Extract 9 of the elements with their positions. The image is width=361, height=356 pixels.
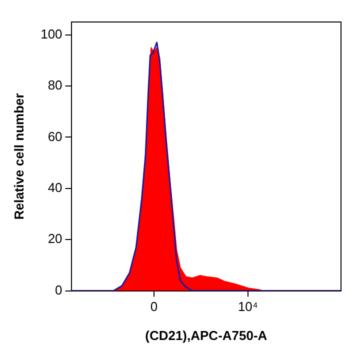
y-tick-label: 40 xyxy=(48,180,62,195)
x-tick-label: 10⁴ xyxy=(238,299,258,314)
y-tick-label: 80 xyxy=(48,78,62,93)
y-tick-label: 20 xyxy=(48,231,62,246)
x-axis-title: (CD21),APC-A750-A xyxy=(145,328,268,343)
y-tick-label: 60 xyxy=(48,128,62,144)
y-axis-title: Relative cell number xyxy=(11,93,26,220)
y-tick-label: 100 xyxy=(40,26,62,42)
y-tick-label: 0 xyxy=(55,282,62,298)
